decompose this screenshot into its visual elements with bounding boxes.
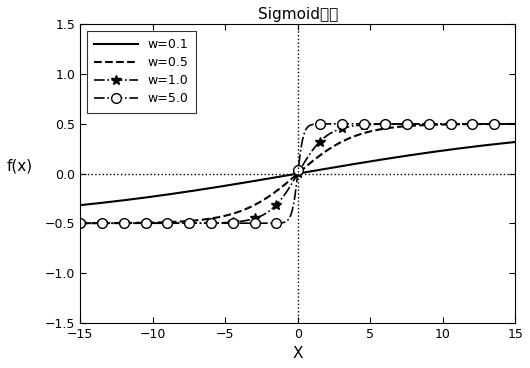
w=5.0 bbox=[435, 122, 441, 126]
w=5.0 bbox=[502, 122, 509, 126]
w=1.0 bbox=[336, 127, 342, 131]
w=0.1 bbox=[501, 141, 508, 145]
w=1.0 bbox=[286, 185, 293, 190]
Y-axis label: f(x): f(x) bbox=[7, 159, 33, 174]
w=5.0 bbox=[284, 219, 290, 223]
w=1.0 bbox=[501, 122, 508, 126]
w=1.0 bbox=[77, 221, 84, 226]
w=0.1 bbox=[434, 149, 440, 153]
Line: w=0.5: w=0.5 bbox=[81, 124, 515, 223]
w=0.5 bbox=[434, 123, 440, 127]
w=5.0 bbox=[512, 122, 518, 126]
Title: Sigmoid関数: Sigmoid関数 bbox=[258, 7, 338, 22]
w=5.0 bbox=[286, 216, 293, 220]
w=0.5 bbox=[312, 156, 319, 161]
w=0.1 bbox=[336, 164, 342, 169]
w=1.0 bbox=[434, 122, 440, 126]
w=0.5 bbox=[77, 221, 84, 226]
w=5.0 bbox=[336, 122, 342, 126]
X-axis label: X: X bbox=[293, 346, 303, 361]
Legend: w=0.1, w=0.5, w=1.0, w=5.0: w=0.1, w=0.5, w=1.0, w=5.0 bbox=[86, 31, 196, 113]
Line: w=0.1: w=0.1 bbox=[81, 142, 515, 205]
w=0.5 bbox=[336, 141, 342, 145]
w=5.0 bbox=[401, 122, 408, 126]
w=0.5 bbox=[512, 122, 518, 126]
Line: w=1.0: w=1.0 bbox=[75, 119, 520, 228]
w=0.1 bbox=[284, 173, 290, 178]
w=1.0 bbox=[284, 189, 290, 194]
Line: w=5.0: w=5.0 bbox=[75, 119, 520, 228]
w=0.5 bbox=[286, 178, 293, 183]
w=0.1 bbox=[286, 173, 293, 177]
w=0.5 bbox=[284, 181, 290, 185]
w=0.1 bbox=[512, 140, 518, 144]
w=1.0 bbox=[512, 122, 518, 126]
w=0.1 bbox=[77, 203, 84, 207]
w=0.5 bbox=[501, 122, 508, 126]
w=5.0 bbox=[312, 122, 319, 126]
w=1.0 bbox=[312, 144, 319, 149]
w=5.0 bbox=[77, 221, 84, 226]
w=0.1 bbox=[312, 168, 319, 173]
